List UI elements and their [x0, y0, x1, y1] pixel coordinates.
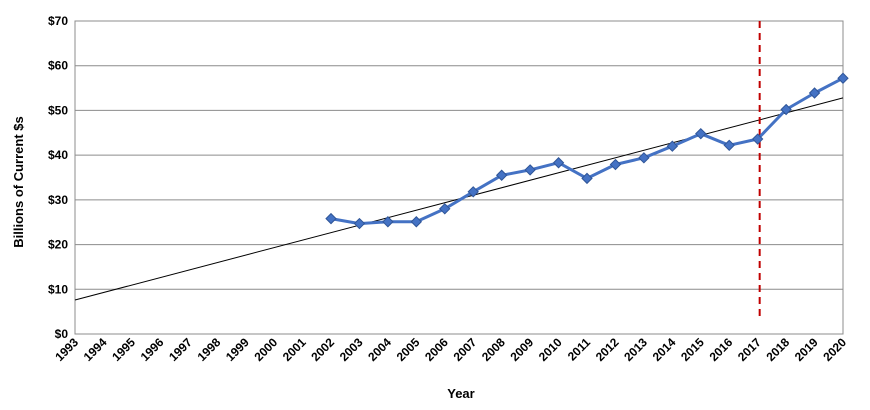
- x-tick-label: 2004: [365, 335, 394, 364]
- data-point-marker: [581, 172, 593, 185]
- y-axis-tick-labels: $0 $10 $20 $30 $40 $50 $60 $70: [48, 14, 68, 341]
- data-point-marker: [837, 72, 849, 84]
- x-tick-label: 2014: [650, 335, 679, 364]
- y-tick-label: $10: [48, 282, 68, 296]
- x-tick-label: 2017: [735, 335, 764, 364]
- x-tick-label: 1999: [223, 335, 252, 364]
- x-tick-label: 2020: [820, 335, 849, 364]
- data-point-marker: [780, 103, 792, 116]
- x-tick-label: 2000: [251, 335, 280, 364]
- x-tick-label: 2013: [621, 335, 650, 364]
- x-axis-tick-labels: 1993 1994 1995 1996 1997 1998 1999 2000 2001 2002…: [52, 335, 849, 364]
- data-point-marker: [325, 212, 337, 225]
- y-tick-label: $20: [48, 238, 68, 252]
- data-point-marker: [638, 152, 650, 164]
- y-tick-label: $0: [55, 327, 69, 341]
- data-point-marker: [666, 140, 679, 152]
- data-point-marker: [751, 133, 764, 145]
- data-point-marker: [410, 216, 423, 228]
- y-tick-label: $40: [48, 148, 68, 162]
- y-tick-label: $60: [48, 59, 68, 73]
- x-tick-label: 2008: [479, 335, 508, 364]
- x-tick-label: 1994: [81, 335, 110, 364]
- x-tick-label: 2011: [565, 335, 594, 364]
- y-tick-label: $70: [48, 14, 68, 28]
- x-tick-label: 2018: [763, 335, 792, 364]
- x-tick-label: 2001: [280, 335, 309, 364]
- data-point-marker: [467, 186, 479, 198]
- plot-area-border: [74, 20, 844, 335]
- x-tick-label: 2016: [707, 335, 736, 364]
- x-tick-label: 1998: [195, 335, 224, 364]
- x-tick-label: 1997: [166, 335, 195, 364]
- x-tick-label: 2005: [394, 335, 423, 364]
- data-point-marker: [353, 217, 366, 230]
- x-tick-label: 2009: [507, 335, 536, 364]
- data-point-marker: [524, 164, 536, 176]
- x-tick-label: 2012: [593, 335, 622, 364]
- data-point-marker: [495, 169, 508, 181]
- x-tick-label: 2007: [451, 335, 480, 364]
- x-tick-label: 2002: [308, 335, 337, 364]
- data-point-marker: [439, 203, 451, 215]
- series-markers: [325, 72, 849, 230]
- data-point-marker: [382, 216, 394, 228]
- x-tick-label: 2010: [536, 335, 565, 364]
- gridlines: [75, 20, 843, 335]
- x-tick-label: 1996: [138, 335, 167, 364]
- data-point-marker: [552, 157, 565, 169]
- y-tick-label: $30: [48, 193, 68, 207]
- x-tick-label: 2003: [337, 335, 366, 364]
- x-tick-label: 2015: [678, 335, 707, 364]
- y-tick-label: $50: [48, 103, 68, 117]
- x-tick-label: 2019: [792, 335, 821, 364]
- data-point-marker: [609, 158, 622, 171]
- x-axis-title: Year: [447, 386, 474, 401]
- data-point-marker: [808, 87, 821, 99]
- x-tick-label: 1995: [109, 335, 138, 364]
- data-point-marker: [695, 127, 707, 140]
- data-point-marker: [723, 139, 735, 152]
- series-line: [330, 76, 844, 226]
- y-axis-title: Billions of Current $s: [11, 116, 26, 247]
- x-tick-label: 2006: [422, 335, 451, 364]
